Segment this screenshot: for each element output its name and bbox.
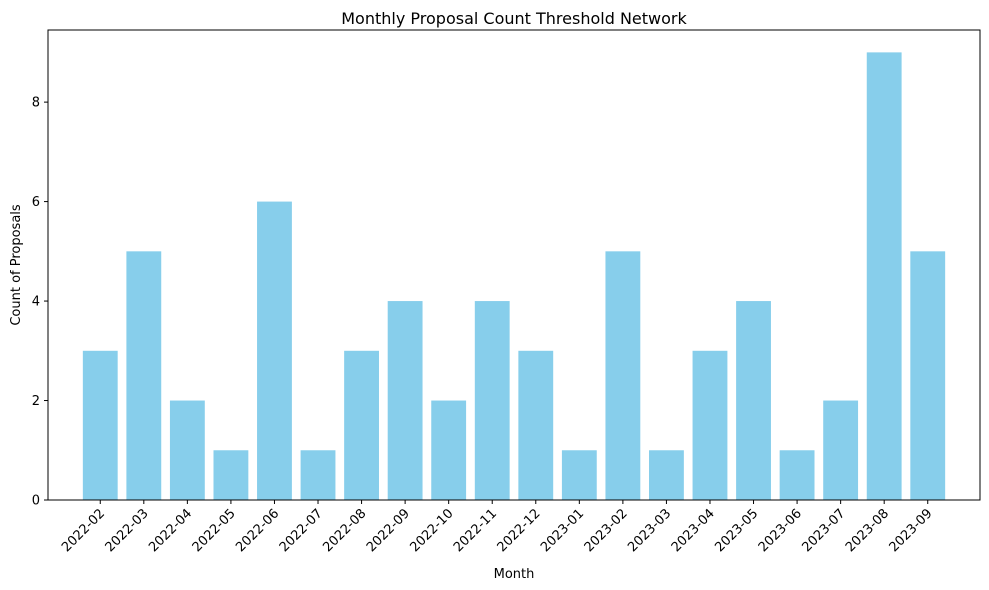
- plot-frame: [47, 29, 981, 501]
- bar-2022-11: [474, 301, 510, 500]
- bars-group: [82, 52, 946, 501]
- bar-2023-05: [736, 301, 771, 500]
- bar-2023-03: [649, 450, 684, 500]
- x-tick-label: 2023-04: [669, 506, 718, 555]
- x-tick-label: 2023-03: [625, 506, 674, 555]
- bar-2023-09: [910, 251, 946, 500]
- bar-2022-04: [169, 400, 205, 500]
- x-tick-label: 2023-07: [799, 506, 848, 555]
- bar-2023-06: [779, 450, 815, 500]
- bar-2022-02: [82, 350, 118, 500]
- bar-2022-07: [300, 450, 336, 500]
- x-tick-label: 2022-10: [407, 506, 456, 555]
- x-tick-label: 2022-08: [320, 506, 369, 555]
- y-tick-label: 2: [32, 394, 40, 409]
- x-tick-label: 2022-03: [103, 506, 152, 555]
- y-axis-label: Count of Proposals: [9, 204, 24, 326]
- x-tick-label: 2023-08: [843, 506, 892, 555]
- bar-2022-06: [257, 201, 292, 501]
- y-axis: 0 2 4 6 8: [32, 96, 48, 509]
- x-tick-label: 2022-04: [146, 506, 195, 555]
- y-tick-label: 0: [32, 494, 40, 509]
- bar-2023-04: [692, 350, 728, 500]
- x-tick-label: 2023-06: [756, 506, 805, 555]
- bar-2022-03: [126, 251, 162, 500]
- y-tick-label: 8: [32, 96, 40, 111]
- bar-2023-07: [823, 400, 859, 500]
- x-tick-label: 2022-07: [277, 506, 326, 555]
- bar-2022-12: [518, 350, 554, 500]
- bar-2023-01: [561, 450, 597, 500]
- x-tick-label: 2022-05: [190, 506, 239, 555]
- bar-2023-02: [605, 251, 641, 500]
- x-axis-label: Month: [494, 567, 535, 582]
- x-tick-label: 2022-02: [59, 506, 108, 555]
- bar-2022-05: [213, 450, 249, 500]
- x-tick-label: 2022-09: [364, 506, 413, 555]
- x-tick-label: 2022-12: [495, 506, 544, 555]
- x-tick-label: 2023-02: [582, 506, 631, 555]
- bar-2022-09: [387, 301, 423, 500]
- bar-2023-08: [866, 52, 902, 500]
- y-tick-label: 6: [32, 195, 40, 210]
- x-tick-label: 2023-05: [712, 506, 761, 555]
- x-tick-label: 2023-09: [887, 506, 936, 555]
- x-tick-label: 2022-11: [451, 506, 500, 555]
- x-tick-label: 2022-06: [233, 506, 282, 555]
- bar-2022-08: [344, 350, 379, 500]
- bar-2022-10: [431, 400, 467, 500]
- x-tick-label: 2023-01: [538, 506, 587, 555]
- x-axis: 2022-022022-032022-042022-052022-062022-…: [59, 500, 936, 555]
- y-tick-label: 4: [32, 295, 40, 310]
- chart-title: Monthly Proposal Count Threshold Network: [341, 9, 687, 28]
